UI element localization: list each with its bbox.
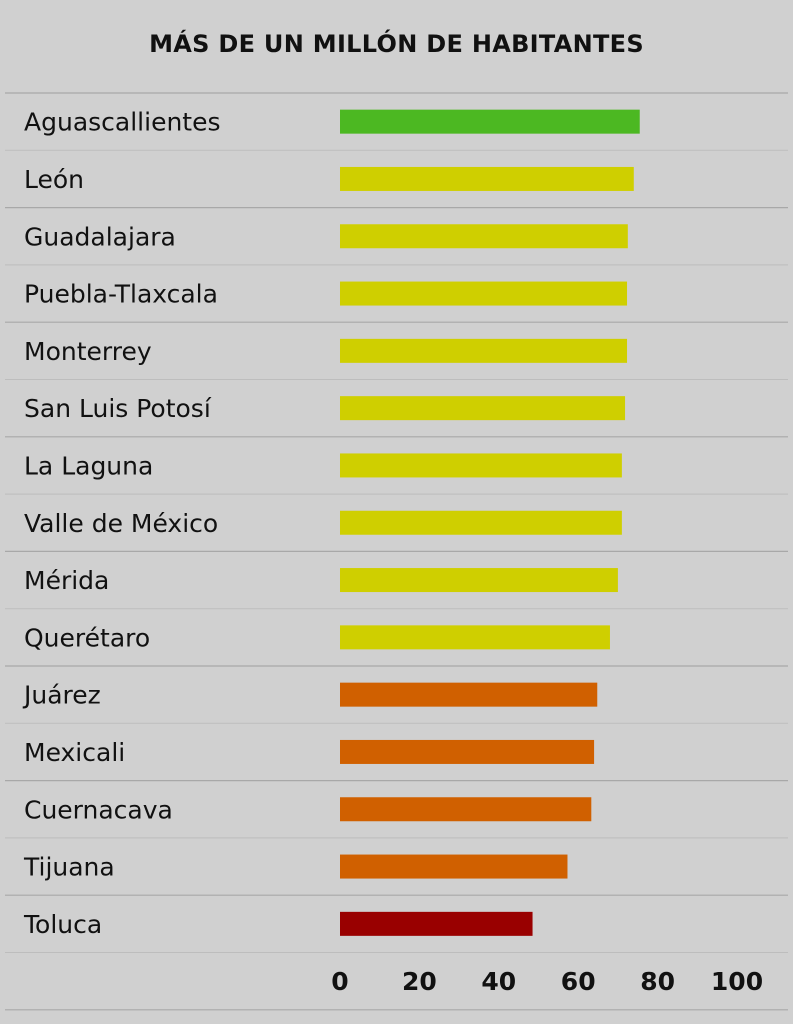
category-label: Juárez (22, 681, 101, 710)
bar (340, 568, 618, 593)
category-label: Aguascallientes (24, 108, 221, 137)
x-tick-label: 60 (561, 967, 596, 996)
category-label: La Laguna (24, 451, 153, 480)
category-label: Mexicali (24, 738, 125, 767)
bar (340, 510, 622, 535)
category-label: Toluca (23, 910, 102, 939)
bar (340, 682, 598, 707)
bar (340, 739, 595, 764)
bar (340, 396, 626, 421)
bar (340, 166, 634, 191)
category-label: Mérida (24, 566, 109, 595)
category-label: San Luis Potosí (24, 394, 212, 423)
bar (340, 797, 592, 822)
x-tick-label: 40 (481, 967, 516, 996)
bar (340, 338, 628, 363)
bar (340, 911, 533, 936)
category-label: Valle de México (24, 509, 218, 538)
bar (340, 281, 628, 306)
bar (340, 109, 640, 134)
x-tick-label: 100 (711, 967, 763, 996)
category-label: Tijuana (23, 853, 115, 882)
chart-title: MÁS DE UN MILLÓN DE HABITANTES (149, 30, 644, 58)
category-label: Guadalajara (24, 222, 176, 251)
bar (340, 625, 610, 650)
bar (340, 224, 628, 249)
category-label: Cuernacava (24, 795, 173, 824)
x-tick-label: 20 (402, 967, 437, 996)
bar (340, 854, 568, 879)
bar (340, 453, 622, 478)
category-label: León (24, 165, 84, 194)
category-label: Puebla-Tlaxcala (24, 280, 218, 309)
x-tick-label: 80 (640, 967, 675, 996)
category-label: Querétaro (24, 623, 150, 652)
category-label: Monterrey (24, 337, 152, 366)
x-tick-label: 0 (331, 967, 348, 996)
